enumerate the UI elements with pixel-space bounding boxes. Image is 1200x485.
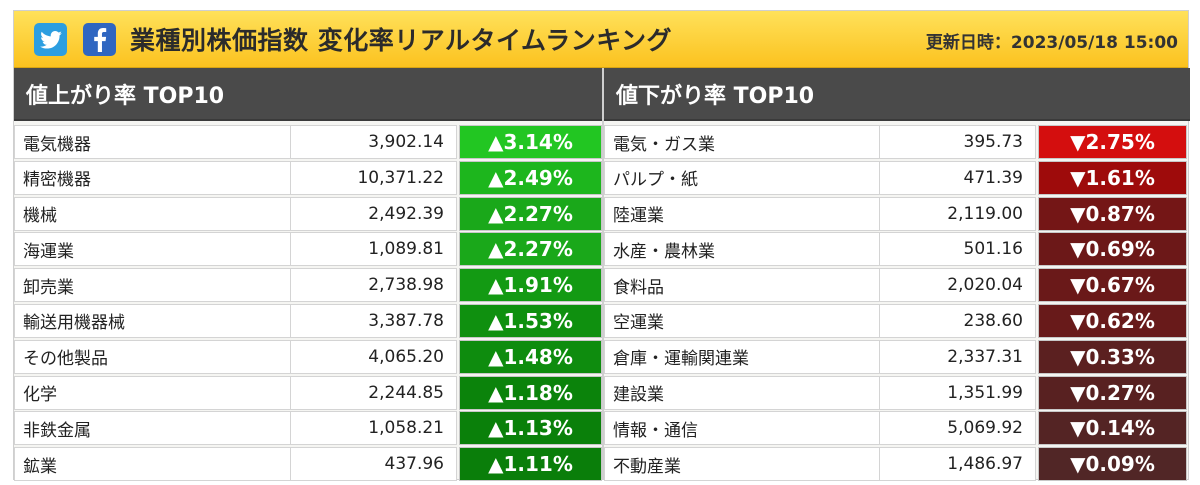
index-value: 501.16 (880, 232, 1036, 267)
table-row: 電気・ガス業 395.73 ▼2.75% (604, 125, 1190, 159)
change-badge: ▼0.69% (1038, 232, 1187, 267)
updated-timestamp: 更新日時：2023/05/18 15:00 (925, 33, 1178, 53)
sector-name: 空運業 (604, 303, 880, 338)
facebook-share-button[interactable] (83, 23, 116, 56)
index-value: 2,738.98 (291, 268, 457, 303)
sector-name: その他製品 (14, 339, 291, 374)
sector-name: 機械 (14, 196, 291, 231)
change-badge: ▲1.53% (459, 303, 602, 338)
change-badge: ▼2.75% (1038, 125, 1187, 159)
index-value: 3,902.14 (291, 125, 457, 159)
index-value: 1,058.21 (291, 411, 457, 446)
panel-divider (602, 68, 604, 480)
sector-name: 不動産業 (604, 447, 880, 482)
table-row: 鉱業 437.96 ▲1.11% (14, 447, 602, 482)
sector-name: 食料品 (604, 268, 880, 303)
sector-name: 精密機器 (14, 160, 291, 195)
change-badge: ▲2.27% (459, 232, 602, 267)
index-value: 5,069.92 (880, 411, 1036, 446)
sector-name: 建設業 (604, 375, 880, 410)
change-badge: ▲2.49% (459, 160, 602, 195)
index-value: 471.39 (880, 160, 1036, 195)
table-row: 陸運業 2,119.00 ▼0.87% (604, 196, 1190, 231)
index-value: 437.96 (291, 447, 457, 482)
table-row: 化学 2,244.85 ▲1.18% (14, 375, 602, 410)
table-row: 建設業 1,351.99 ▼0.27% (604, 375, 1190, 410)
page-title: 業種別株価指数 変化率リアルタイムランキング (130, 26, 672, 55)
table-row: 空運業 238.60 ▼0.62% (604, 303, 1190, 338)
index-value: 2,119.00 (880, 196, 1036, 231)
table-row: 不動産業 1,486.97 ▼0.09% (604, 447, 1190, 482)
sector-name: 化学 (14, 375, 291, 410)
change-badge: ▼1.61% (1038, 160, 1187, 195)
index-value: 10,371.22 (291, 160, 457, 195)
index-value: 1,089.81 (291, 232, 457, 267)
losers-list: 電気・ガス業 395.73 ▼2.75% パルプ・紙 471.39 ▼1.61% 陸運業 2,… (604, 125, 1190, 482)
table-row: 倉庫・運輸関連業 2,337.31 ▼0.33% (604, 339, 1190, 374)
change-badge: ▲1.18% (459, 375, 602, 410)
change-badge: ▼0.87% (1038, 196, 1187, 231)
change-badge: ▼0.67% (1038, 268, 1187, 303)
twitter-icon (39, 30, 62, 49)
index-value: 2,020.04 (880, 268, 1036, 303)
table-row: 水産・農林業 501.16 ▼0.69% (604, 232, 1190, 267)
index-value: 395.73 (880, 125, 1036, 159)
change-badge: ▲1.91% (459, 268, 602, 303)
index-value: 3,387.78 (291, 303, 457, 338)
gainers-panel: 値上がり率 TOP10 電気機器 3,902.14 ▲3.14% 精密機器 10,371… (14, 68, 602, 483)
table-row: 食料品 2,020.04 ▼0.67% (604, 268, 1190, 303)
ranking-widget: 業種別株価指数 変化率リアルタイムランキング 更新日時：2023/05/18 1… (13, 10, 1190, 483)
table-row: 輸送用機器械 3,387.78 ▲1.53% (14, 303, 602, 338)
sector-name: 電気機器 (14, 125, 291, 159)
sector-name: 陸運業 (604, 196, 880, 231)
change-badge: ▼0.14% (1038, 411, 1187, 446)
sector-name: 電気・ガス業 (604, 125, 880, 159)
index-value: 1,351.99 (880, 375, 1036, 410)
sector-name: 海運業 (14, 232, 291, 267)
change-badge: ▲1.13% (459, 411, 602, 446)
table-row: 海運業 1,089.81 ▲2.27% (14, 232, 602, 267)
change-badge: ▼0.27% (1038, 375, 1187, 410)
gainers-heading: 値上がり率 TOP10 (14, 68, 602, 121)
index-value: 4,065.20 (291, 339, 457, 374)
index-value: 2,492.39 (291, 196, 457, 231)
change-badge: ▼0.33% (1038, 339, 1187, 374)
table-row: 機械 2,492.39 ▲2.27% (14, 196, 602, 231)
table-row: 卸売業 2,738.98 ▲1.91% (14, 268, 602, 303)
change-badge: ▼0.62% (1038, 303, 1187, 338)
sector-name: 鉱業 (14, 447, 291, 482)
change-badge: ▲1.48% (459, 339, 602, 374)
table-row: 情報・通信 5,069.92 ▼0.14% (604, 411, 1190, 446)
change-badge: ▲3.14% (459, 125, 602, 159)
table-row: 電気機器 3,902.14 ▲3.14% (14, 125, 602, 159)
sector-name: 情報・通信 (604, 411, 880, 446)
losers-panel: 値下がり率 TOP10 電気・ガス業 395.73 ▼2.75% パルプ・紙 471.3… (604, 68, 1190, 483)
change-badge: ▲1.11% (459, 447, 602, 482)
table-row: その他製品 4,065.20 ▲1.48% (14, 339, 602, 374)
table-row: 精密機器 10,371.22 ▲2.49% (14, 160, 602, 195)
facebook-icon (93, 27, 106, 52)
sector-name: パルプ・紙 (604, 160, 880, 195)
change-badge: ▼0.09% (1038, 447, 1187, 482)
header-bar: 業種別株価指数 変化率リアルタイムランキング 更新日時：2023/05/18 1… (14, 11, 1188, 68)
table-row: パルプ・紙 471.39 ▼1.61% (604, 160, 1190, 195)
table-row: 非鉄金属 1,058.21 ▲1.13% (14, 411, 602, 446)
index-value: 238.60 (880, 303, 1036, 338)
index-value: 1,486.97 (880, 447, 1036, 482)
index-value: 2,337.31 (880, 339, 1036, 374)
sector-name: 非鉄金属 (14, 411, 291, 446)
sector-name: 卸売業 (14, 268, 291, 303)
sector-name: 輸送用機器械 (14, 303, 291, 338)
index-value: 2,244.85 (291, 375, 457, 410)
twitter-share-button[interactable] (34, 23, 67, 56)
change-badge: ▲2.27% (459, 196, 602, 231)
sector-name: 倉庫・運輸関連業 (604, 339, 880, 374)
gainers-list: 電気機器 3,902.14 ▲3.14% 精密機器 10,371.22 ▲2.49% 機械 2… (14, 125, 602, 482)
losers-heading: 値下がり率 TOP10 (604, 68, 1190, 121)
sector-name: 水産・農林業 (604, 232, 880, 267)
